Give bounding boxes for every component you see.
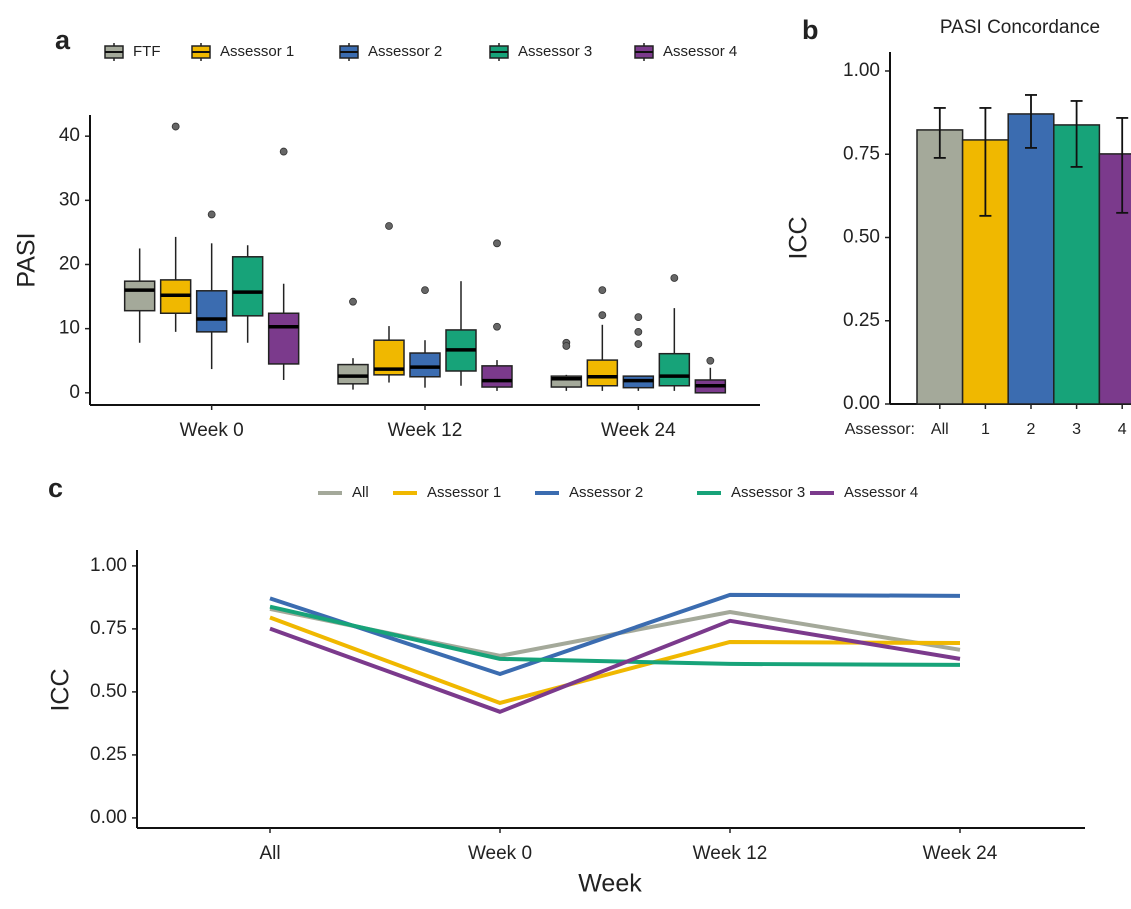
outlier	[421, 286, 429, 295]
outlier	[171, 122, 180, 131]
y-tick-label: 0.25	[843, 310, 880, 331]
legend-label: Assessor 3	[518, 43, 592, 60]
y-tick-label: 0.50	[90, 681, 127, 702]
panel-letter: c	[48, 473, 63, 503]
x-tick-label: All	[931, 421, 949, 438]
outlier	[562, 342, 571, 350]
y-tick-label: 0.00	[843, 393, 880, 414]
outlier	[670, 274, 679, 282]
y-tick-label: 0	[69, 382, 80, 403]
box	[123, 280, 156, 312]
series-line	[269, 604, 961, 667]
x-tick-label: Week 12	[693, 843, 768, 864]
bar	[1098, 153, 1131, 405]
legend-label: Assessor 4	[844, 484, 918, 501]
legend-label: Assessor 1	[220, 43, 294, 60]
box	[550, 375, 583, 388]
outlier	[598, 286, 607, 295]
legend-label: Assessor 2	[569, 484, 643, 501]
box	[409, 352, 441, 378]
legend-label: All	[352, 484, 369, 501]
x-tick-label: All	[259, 843, 280, 864]
panel-letter: b	[802, 15, 819, 45]
series-line	[269, 592, 961, 677]
outlier	[634, 313, 643, 322]
y-tick-label: 0.25	[90, 744, 127, 765]
bar	[1053, 124, 1101, 405]
box	[267, 312, 300, 365]
y-tick-label: 40	[59, 125, 80, 146]
legend-label: Assessor 1	[427, 484, 501, 501]
x-axis-prefix: Assessor:	[845, 421, 915, 438]
y-tick-label: 10	[59, 318, 80, 339]
legend-label: Assessor 4	[663, 43, 737, 60]
outlier	[634, 340, 643, 348]
y-axis-title: ICC	[47, 668, 75, 711]
y-tick-label: 20	[59, 254, 80, 275]
y-axis-title: PASI	[13, 232, 41, 287]
legend-label: Assessor 3	[731, 484, 805, 501]
x-tick-label: Week 0	[468, 843, 532, 864]
box	[481, 365, 513, 388]
x-tick-label: 2	[1027, 421, 1036, 438]
box	[231, 256, 264, 317]
bar	[916, 129, 964, 405]
bar	[1007, 113, 1055, 405]
legend-label: Assessor 2	[368, 43, 442, 60]
box	[337, 363, 369, 385]
y-tick-label: 1.00	[90, 555, 127, 576]
y-tick-label: 0.50	[843, 227, 880, 248]
outlier	[493, 239, 501, 248]
y-tick-label: 1.00	[843, 60, 880, 81]
x-axis-title: Week	[578, 870, 642, 898]
outlier	[598, 311, 607, 320]
x-tick-label: 3	[1072, 421, 1081, 438]
x-tick-label: 4	[1118, 421, 1127, 438]
outlier	[279, 147, 288, 156]
box	[586, 359, 619, 387]
x-tick-label: 1	[981, 421, 990, 438]
series-line	[269, 618, 961, 714]
x-tick-label: Week 24	[923, 843, 998, 864]
y-tick-label: 0.75	[843, 143, 880, 164]
x-tick-label: Week 12	[388, 420, 463, 441]
y-axis-title: ICC	[785, 216, 813, 259]
chart-title: PASI Concordance	[940, 17, 1100, 38]
y-tick-label: 30	[59, 189, 80, 210]
box	[195, 290, 228, 333]
x-tick-label: Week 0	[180, 420, 244, 441]
legend-label: FTF	[133, 43, 161, 60]
panel-letter: a	[55, 25, 71, 55]
x-tick-label: Week 24	[601, 420, 676, 441]
outlier	[634, 327, 643, 336]
series-line	[269, 615, 961, 705]
outlier	[493, 322, 501, 331]
outlier	[706, 356, 715, 365]
outlier	[207, 210, 216, 219]
box	[658, 352, 691, 387]
y-tick-label: 0.75	[90, 618, 127, 639]
outlier	[385, 222, 393, 230]
outlier	[349, 297, 357, 306]
y-tick-label: 0.00	[90, 807, 127, 828]
